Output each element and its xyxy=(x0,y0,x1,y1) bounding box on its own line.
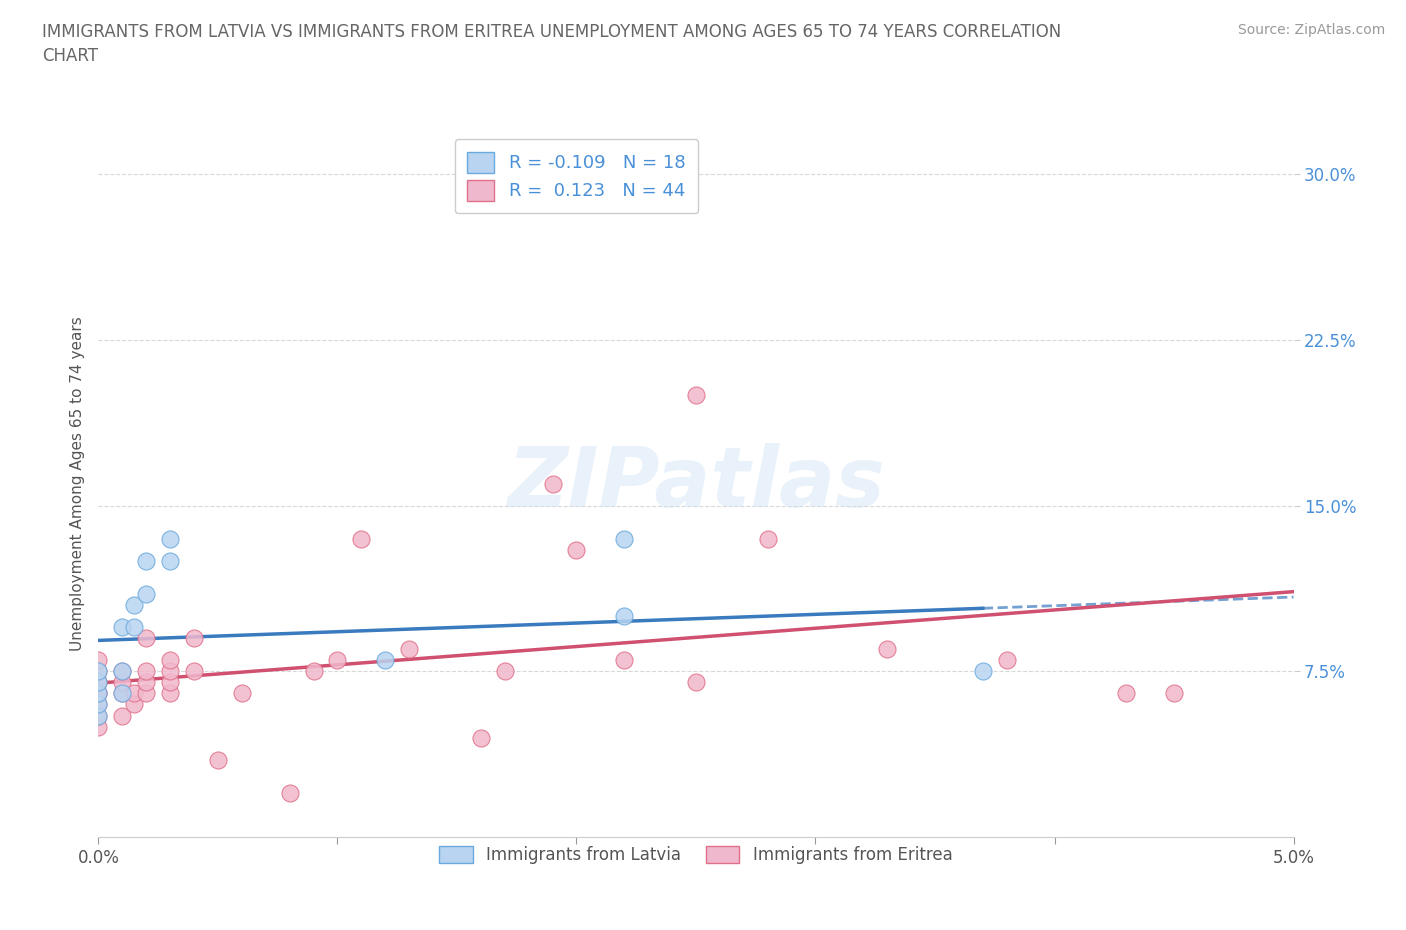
Point xyxy=(124,698,146,712)
Point xyxy=(87,698,110,712)
Point xyxy=(613,531,636,546)
Point xyxy=(374,653,396,668)
Point xyxy=(159,531,181,546)
Point xyxy=(87,675,110,690)
Point xyxy=(87,675,110,690)
Point xyxy=(87,653,110,668)
Point xyxy=(278,785,301,800)
Point xyxy=(302,664,325,679)
Point xyxy=(124,686,146,701)
Point xyxy=(135,686,157,701)
Point xyxy=(565,542,588,557)
Point xyxy=(135,553,157,568)
Legend: Immigrants from Latvia, Immigrants from Eritrea: Immigrants from Latvia, Immigrants from … xyxy=(433,840,959,871)
Point xyxy=(87,719,110,734)
Point xyxy=(111,686,134,701)
Point xyxy=(111,675,134,690)
Point xyxy=(87,686,110,701)
Point xyxy=(135,664,157,679)
Point xyxy=(613,653,636,668)
Point xyxy=(1163,686,1185,701)
Point xyxy=(159,675,181,690)
Point xyxy=(159,686,181,701)
Point xyxy=(207,752,229,767)
Point xyxy=(613,609,636,624)
Point xyxy=(87,664,110,679)
Point xyxy=(124,598,146,613)
Point xyxy=(87,664,110,679)
Point xyxy=(350,531,373,546)
Point xyxy=(756,531,779,546)
Point xyxy=(111,708,134,723)
Point xyxy=(1115,686,1137,701)
Text: ZIPatlas: ZIPatlas xyxy=(508,443,884,525)
Point xyxy=(685,675,707,690)
Point xyxy=(685,388,707,403)
Text: Source: ZipAtlas.com: Source: ZipAtlas.com xyxy=(1237,23,1385,37)
Point xyxy=(470,730,492,745)
Point xyxy=(972,664,994,679)
Point xyxy=(87,686,110,701)
Point xyxy=(159,664,181,679)
Point xyxy=(87,686,110,701)
Point xyxy=(87,708,110,723)
Point xyxy=(183,631,205,645)
Point xyxy=(398,642,420,657)
Point xyxy=(111,664,134,679)
Point xyxy=(135,675,157,690)
Point xyxy=(111,664,134,679)
Point xyxy=(111,619,134,634)
Point xyxy=(995,653,1018,668)
Point xyxy=(494,664,516,679)
Point xyxy=(135,631,157,645)
Point xyxy=(231,686,253,701)
Point xyxy=(541,476,564,491)
Y-axis label: Unemployment Among Ages 65 to 74 years: Unemployment Among Ages 65 to 74 years xyxy=(69,316,84,651)
Point xyxy=(159,553,181,568)
Point xyxy=(124,619,146,634)
Point xyxy=(87,675,110,690)
Point xyxy=(183,664,205,679)
Point xyxy=(87,698,110,712)
Point xyxy=(111,686,134,701)
Point xyxy=(876,642,898,657)
Point xyxy=(87,708,110,723)
Text: IMMIGRANTS FROM LATVIA VS IMMIGRANTS FROM ERITREA UNEMPLOYMENT AMONG AGES 65 TO : IMMIGRANTS FROM LATVIA VS IMMIGRANTS FRO… xyxy=(42,23,1062,65)
Point xyxy=(135,587,157,602)
Point xyxy=(326,653,349,668)
Point xyxy=(159,653,181,668)
